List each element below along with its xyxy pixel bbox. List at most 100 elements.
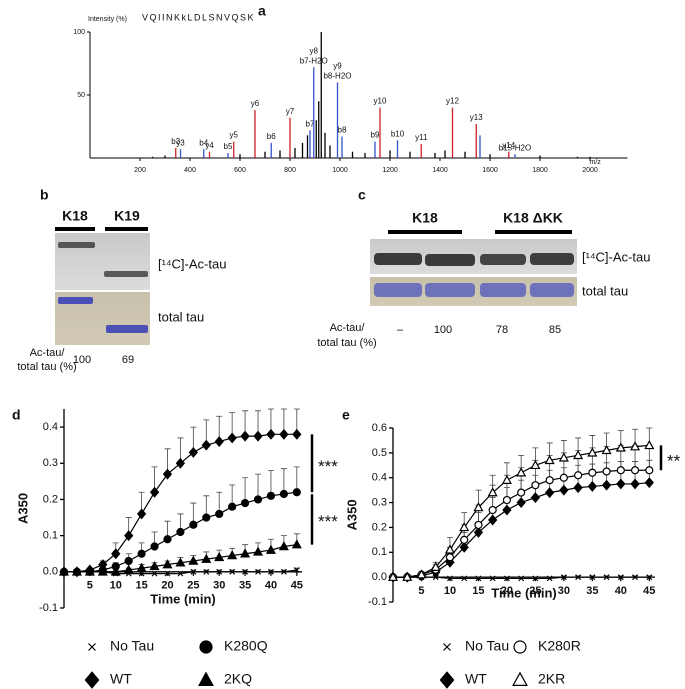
- data-point: [240, 498, 250, 508]
- data-point: [587, 480, 597, 492]
- lane-bar: [495, 230, 572, 234]
- data-point: [216, 568, 223, 575]
- y-tick-label: 0.2: [43, 493, 58, 505]
- x-tick-label: 200: [134, 167, 146, 174]
- y-tick-label: 100: [73, 29, 85, 36]
- peptide-sequence: VQIINKkLDLSNVQSK: [142, 12, 255, 22]
- significance-label: ***: [318, 512, 338, 531]
- lane-label: K19: [114, 208, 140, 224]
- data-point: [588, 468, 597, 477]
- lane-label: K18: [62, 208, 88, 224]
- data-point: [546, 575, 553, 582]
- x-tick-label: 15: [135, 580, 147, 592]
- data-point: [293, 567, 300, 573]
- data-point: [149, 560, 160, 571]
- lane-bar: [388, 230, 462, 234]
- data-point: [240, 548, 251, 558]
- y-tick-label: 0.4: [43, 421, 58, 433]
- legend-label: K280Q: [224, 638, 268, 654]
- legend-label: 2KR: [538, 671, 565, 687]
- x-tick-label: 1000: [332, 167, 348, 174]
- data-point: [138, 570, 145, 577]
- data-point: [630, 466, 640, 475]
- x-tick-label: 15: [472, 585, 484, 597]
- peak-label: b5: [224, 142, 233, 151]
- data-point: [630, 478, 640, 490]
- data-point: [615, 442, 626, 452]
- peak-label: y12: [446, 97, 459, 106]
- data-point: [632, 574, 638, 581]
- gel-band: [374, 283, 422, 297]
- data-point: [136, 562, 147, 572]
- band-label: [¹⁴C]-Ac-tau: [158, 256, 226, 271]
- data-point: [461, 575, 468, 582]
- data-point: [84, 566, 95, 576]
- error-bar: [293, 466, 300, 493]
- error-bar: [280, 468, 287, 495]
- x-tick-label: 2000: [582, 167, 598, 174]
- data-point: [215, 509, 224, 519]
- x-tick-label: 1400: [432, 167, 448, 174]
- panel-label: a: [258, 3, 266, 19]
- legend-label: WT: [110, 671, 132, 687]
- x-tick-label: 30: [213, 580, 225, 592]
- legend-label: 2KQ: [224, 671, 252, 687]
- data-point: [587, 447, 598, 457]
- panel-label: d: [12, 407, 21, 423]
- data-point: [163, 535, 172, 544]
- data-point: [601, 444, 612, 455]
- x-tick-label: 1200: [382, 167, 398, 174]
- y-tick-label: -0.1: [39, 602, 58, 614]
- y-tick-label: 0.3: [372, 496, 387, 508]
- x-tick-label: 30: [558, 585, 570, 597]
- data-point: [255, 568, 261, 575]
- data-point: [278, 541, 289, 551]
- data-point: [150, 542, 159, 551]
- gel-band: [106, 325, 148, 333]
- data-point: [137, 549, 146, 558]
- legend-symbol: [198, 671, 214, 686]
- data-point: [189, 520, 198, 529]
- peak-label: b6: [267, 132, 276, 141]
- ratio-value: 100: [434, 324, 452, 336]
- data-point: [110, 566, 121, 576]
- data-point: [201, 553, 212, 563]
- data-point: [516, 467, 527, 477]
- data-point: [188, 555, 199, 565]
- legend-label: WT: [465, 671, 487, 687]
- ratio-label: Ac-tau/: [30, 347, 66, 359]
- data-point: [203, 568, 210, 575]
- gel-band: [480, 283, 526, 297]
- y-axis-label: Intensity (%): [88, 16, 127, 23]
- error-bar: [267, 470, 274, 496]
- data-point: [447, 575, 453, 582]
- peak-label: b15-H2O: [499, 143, 531, 152]
- data-point: [265, 544, 276, 554]
- legend-symbol: [88, 643, 96, 651]
- legend-label: K280R: [538, 638, 581, 654]
- x-tick-label: 10: [444, 585, 456, 597]
- ratio-value: 85: [549, 324, 561, 336]
- data-point: [227, 432, 237, 444]
- legend-symbol: [439, 671, 455, 689]
- data-point: [151, 570, 158, 577]
- x-tick-label: 800: [284, 167, 296, 174]
- data-point: [502, 504, 512, 516]
- data-point: [473, 526, 484, 538]
- data-point: [176, 527, 185, 537]
- ratio-value: 69: [122, 354, 134, 366]
- legend-symbol: [199, 640, 213, 654]
- peak-label: y7: [286, 107, 295, 116]
- data-point: [214, 436, 224, 448]
- y-tick-label: 0.2: [372, 521, 387, 533]
- data-point: [58, 566, 70, 576]
- ratio-value: –: [397, 324, 404, 336]
- ratio-value: 78: [496, 324, 508, 336]
- data-point: [532, 575, 539, 582]
- data-point: [149, 486, 160, 498]
- lane-label: K18 ΔKK: [503, 210, 563, 226]
- data-point: [279, 489, 288, 499]
- data-point: [475, 575, 482, 582]
- x-axis-label: m/z: [590, 159, 602, 166]
- data-point: [124, 556, 133, 566]
